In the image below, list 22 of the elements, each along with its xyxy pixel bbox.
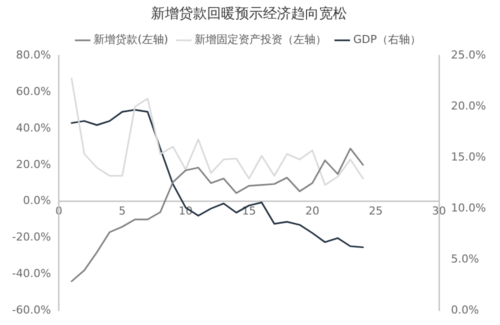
y2-tick-label: 0.0% <box>451 303 480 316</box>
y-tick-label: 80.0% <box>16 48 51 62</box>
y2-tick-label: 5.0% <box>451 252 480 266</box>
y-tick-label: 40.0% <box>16 121 51 134</box>
y2-tick-label: 10.0% <box>451 201 486 214</box>
x-tick-label: 20 <box>305 204 320 218</box>
y2-tick-label: 25.0% <box>451 48 486 62</box>
y-tick-label: -40.0% <box>12 266 51 280</box>
y-tick-label: 60.0% <box>16 85 51 98</box>
y2-tick-label: 15.0% <box>451 150 486 164</box>
legend-label: 新增贷款(左轴) <box>94 33 168 46</box>
chart-title: 新增贷款回暖预示经济趋向宽松 <box>151 6 347 22</box>
y2-tick-label: 20.0% <box>451 100 486 113</box>
y-tick-label: -60.0% <box>12 303 51 316</box>
x-tick-label: 5 <box>118 204 126 218</box>
x-tick-label: 25 <box>368 204 383 218</box>
y-tick-label: 20.0% <box>16 158 51 171</box>
y-tick-label: 0.0% <box>22 194 51 208</box>
y-tick-label: -20.0% <box>12 230 51 244</box>
x-tick-label: 30 <box>432 204 446 218</box>
legend-label: GDP（右轴） <box>353 33 421 46</box>
legend-label: 新增固定资产投资（左轴） <box>194 33 327 46</box>
